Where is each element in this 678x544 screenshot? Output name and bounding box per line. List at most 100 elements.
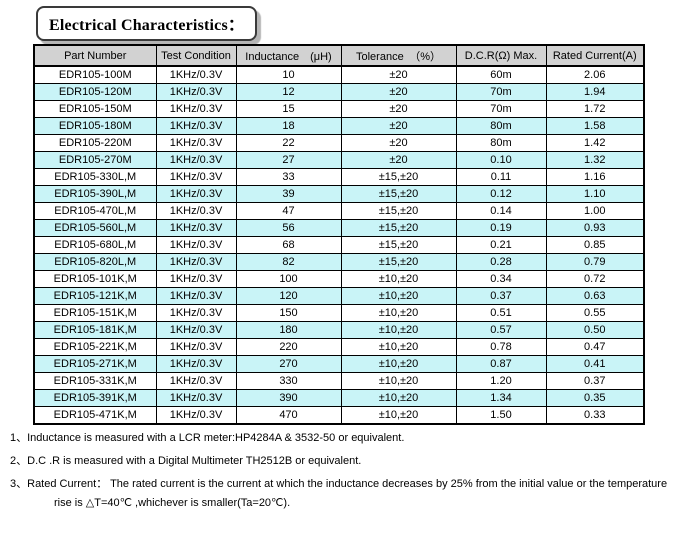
table-cell: ±20 — [340, 83, 457, 101]
table-cell: 1KHz/0.3V — [155, 406, 237, 425]
table-cell: ±10,±20 — [340, 304, 457, 322]
table-cell: 70m — [455, 83, 547, 101]
table-cell: 1KHz/0.3V — [155, 65, 237, 84]
table-cell: 0.41 — [545, 355, 645, 373]
table-cell: ±20 — [340, 134, 457, 152]
table-cell: ±10,±20 — [340, 270, 457, 288]
table-cell: 22 — [235, 134, 342, 152]
table-row: EDR105-151K,M 1KHz/0.3V 150 ±10,±20 0.51 0.55 — [33, 304, 645, 322]
table-cell: EDR105-391K,M — [33, 389, 157, 407]
footnote-2: 2、D.C .R is measured with a Digital Mult… — [10, 452, 676, 468]
section-title-box: Electrical Characteristics： — [36, 6, 258, 41]
table-cell: 1.50 — [455, 406, 547, 425]
table-cell: 0.10 — [455, 151, 547, 169]
table-cell: 150 — [235, 304, 342, 322]
footnote-number: 3、 — [10, 478, 28, 490]
table-cell: 1KHz/0.3V — [155, 287, 237, 305]
table-cell: ±10,±20 — [340, 321, 457, 339]
table-cell: 0.35 — [545, 389, 645, 407]
table-cell: 80m — [455, 117, 547, 135]
table-cell: 1KHz/0.3V — [155, 134, 237, 152]
table-cell: 56 — [235, 219, 342, 237]
table-cell: 1.94 — [545, 83, 645, 101]
table-cell: 39 — [235, 185, 342, 203]
table-cell: 0.50 — [545, 321, 645, 339]
table-cell: ±10,±20 — [340, 355, 457, 373]
table-row: EDR105-120M 1KHz/0.3V 12 ±20 70m 1.94 — [33, 83, 645, 101]
table-cell: 1.42 — [545, 134, 645, 152]
table-cell: 1.34 — [455, 389, 547, 407]
table-cell: 1KHz/0.3V — [155, 151, 237, 169]
table-cell: 27 — [235, 151, 342, 169]
table-row: EDR105-150M 1KHz/0.3V 15 ±20 70m 1.72 — [33, 100, 645, 118]
footnote-text: D.C .R is measured with a Digital Multim… — [27, 455, 362, 467]
table-cell: 1KHz/0.3V — [155, 219, 237, 237]
table-cell: ±15,±20 — [340, 236, 457, 254]
table-row: EDR105-680L,M 1KHz/0.3V 68 ±15,±20 0.21 0.85 — [33, 236, 645, 254]
table-cell: 1KHz/0.3V — [155, 355, 237, 373]
table-row: EDR105-390L,M 1KHz/0.3V 39 ±15,±20 0.12 1.10 — [33, 185, 645, 203]
table-cell: 1KHz/0.3V — [155, 117, 237, 135]
footnote-number: 2、 — [10, 455, 28, 467]
table-cell: ±15,±20 — [340, 168, 457, 186]
table-cell: ±20 — [340, 117, 457, 135]
table-cell: 0.85 — [545, 236, 645, 254]
table-row: EDR105-391K,M 1KHz/0.3V 390 ±10,±20 1.34 0.35 — [33, 389, 645, 407]
table-cell: EDR105-101K,M — [33, 270, 157, 288]
table-cell: EDR105-390L,M — [33, 185, 157, 203]
table-cell: EDR105-560L,M — [33, 219, 157, 237]
table-cell: EDR105-271K,M — [33, 355, 157, 373]
table-cell: ±15,±20 — [340, 185, 457, 203]
table-cell: EDR105-181K,M — [33, 321, 157, 339]
table-cell: ±20 — [340, 65, 457, 84]
table-row: EDR105-121K,M 1KHz/0.3V 120 ±10,±20 0.37 0.63 — [33, 287, 645, 305]
page-title: Electrical Characteristics： — [49, 17, 245, 34]
table-cell: ±15,±20 — [340, 253, 457, 271]
table-cell: 33 — [235, 168, 342, 186]
table-cell: 100 — [235, 270, 342, 288]
col-header-rated-current: Rated Current(A) — [545, 44, 645, 67]
table-cell: 0.47 — [545, 338, 645, 356]
table-cell: ±10,±20 — [340, 406, 457, 425]
table-cell: 10 — [235, 65, 342, 84]
table-cell: 47 — [235, 202, 342, 220]
table-cell: 0.14 — [455, 202, 547, 220]
table-cell: 2.06 — [545, 65, 645, 84]
table-row: EDR105-330L,M 1KHz/0.3V 33 ±15,±20 0.11 1.16 — [33, 168, 645, 186]
table-cell: 1.20 — [455, 372, 547, 390]
table-cell: 70m — [455, 100, 547, 118]
footnote-3: 3、Rated Current： The rated current is th… — [10, 475, 676, 509]
table-cell: ±15,±20 — [340, 202, 457, 220]
table-cell: 1KHz/0.3V — [155, 100, 237, 118]
table-cell: 0.78 — [455, 338, 547, 356]
table-cell: ±10,±20 — [340, 338, 457, 356]
table-cell: 1KHz/0.3V — [155, 236, 237, 254]
table-cell: 1KHz/0.3V — [155, 168, 237, 186]
table-cell: EDR105-680L,M — [33, 236, 157, 254]
table-row: EDR105-560L,M 1KHz/0.3V 56 ±15,±20 0.19 0.93 — [33, 219, 645, 237]
table-header-row: Part Number Test Condition Inductance (μ… — [33, 44, 645, 67]
table-cell: 0.19 — [455, 219, 547, 237]
table-cell: 0.55 — [545, 304, 645, 322]
table-cell: 1KHz/0.3V — [155, 202, 237, 220]
table-cell: ±10,±20 — [340, 372, 457, 390]
table-cell: 0.57 — [455, 321, 547, 339]
table-cell: ±15,±20 — [340, 219, 457, 237]
table-cell: EDR105-121K,M — [33, 287, 157, 305]
table-cell: EDR105-331K,M — [33, 372, 157, 390]
table-cell: 1KHz/0.3V — [155, 253, 237, 271]
table-cell: 1.00 — [545, 202, 645, 220]
footnotes: 1、Inductance is measured with a LCR mete… — [10, 429, 676, 516]
table-cell: 0.79 — [545, 253, 645, 271]
table-cell: 80m — [455, 134, 547, 152]
table-cell: 1.58 — [545, 117, 645, 135]
table-cell: 470 — [235, 406, 342, 425]
table-row: EDR105-470L,M 1KHz/0.3V 47 ±15,±20 0.14 1.00 — [33, 202, 645, 220]
table-cell: 270 — [235, 355, 342, 373]
footnote-text-continuation: rise is △T=40℃ ,whichever is smaller(Ta=… — [54, 497, 291, 509]
table-cell: EDR105-150M — [33, 100, 157, 118]
table-cell: EDR105-100M — [33, 65, 157, 84]
table-row: EDR105-100M 1KHz/0.3V 10 ±20 60m 2.06 — [33, 65, 645, 84]
table-row: EDR105-220M 1KHz/0.3V 22 ±20 80m 1.42 — [33, 134, 645, 152]
table-cell: 0.21 — [455, 236, 547, 254]
